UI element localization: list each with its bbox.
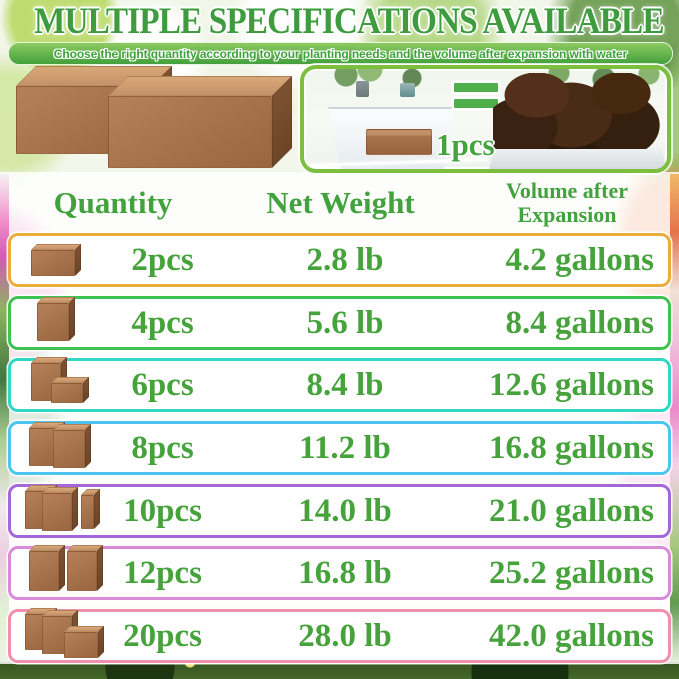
coco-brick-icon <box>51 383 83 403</box>
coco-brick-icon <box>53 430 85 468</box>
net-weight-value: 8.4 lb <box>306 366 384 403</box>
coco-brick-icon <box>108 76 292 96</box>
volume-value: 12.6 gallons <box>488 366 654 403</box>
net-weight-value: 11.2 lb <box>299 429 391 466</box>
quantity-value: 8pcs <box>131 429 194 466</box>
coco-brick-icon <box>31 250 75 276</box>
subtitle-text: Choose the right quantity according to y… <box>53 46 628 61</box>
header-volume-line2: Expansion <box>517 202 617 227</box>
coco-brick-icon <box>69 297 75 341</box>
brick-quantity-icon <box>23 297 105 347</box>
coco-brick-icon <box>83 377 89 403</box>
quantity-value: 4pcs <box>131 304 194 341</box>
coco-brick-icon <box>94 489 100 529</box>
net-weight-value: 28.0 lb <box>298 617 392 654</box>
soil-tray-edge <box>489 149 667 169</box>
table-header: Quantity Net Weight Volume after Expansi… <box>8 176 671 230</box>
header-net-weight: Net Weight <box>266 185 415 220</box>
volume-value: 8.4 gallons <box>505 304 654 341</box>
coco-brick-icon <box>29 551 59 591</box>
table-row: 4pcs 5.6 lb 8.4 gallons <box>8 296 671 350</box>
background-right-strip <box>670 174 679 662</box>
volume-value: 25.2 gallons <box>488 554 654 591</box>
table-row: 2pcs 2.8 lb 4.2 gallons <box>8 233 671 287</box>
volume-value: 42.0 gallons <box>488 617 654 654</box>
table-row: 8pcs 11.2 lb 16.8 gallons <box>8 421 671 475</box>
page-title: MULTIPLE SPECIFICATIONS AVAILABLE <box>33 1 665 42</box>
coco-brick-icon <box>42 493 72 531</box>
coco-brick-icon <box>108 96 272 168</box>
coco-brick-icon <box>75 244 81 276</box>
quantity-value: 10pcs <box>123 492 202 529</box>
net-weight-value: 5.6 lb <box>306 304 384 341</box>
coco-brick-icon <box>67 551 97 591</box>
table-row: 20pcs 28.0 lb 42.0 gallons <box>8 608 671 663</box>
volume-value: 4.2 gallons <box>505 241 654 278</box>
table-row: 12pcs 16.8 lb 25.2 gallons <box>8 545 671 600</box>
coco-brick-icon <box>72 487 78 531</box>
coco-brick-icon <box>64 632 98 658</box>
dry-coco-brick <box>366 129 432 155</box>
subtitle-banner: Choose the right quantity according to y… <box>8 42 673 65</box>
header-volume-line1: Volume after <box>506 177 628 203</box>
brick-quantity-icon <box>23 485 105 535</box>
quantity-value: 6pcs <box>131 366 194 403</box>
brick-quantity-icon <box>23 422 105 472</box>
equals-icon <box>454 83 498 115</box>
coco-brick-icon <box>97 545 103 591</box>
coco-brick-icon <box>81 495 94 529</box>
quantity-value: 20pcs <box>123 617 202 654</box>
brick-quantity-icon <box>23 608 105 660</box>
header-quantity: Quantity <box>53 185 173 220</box>
net-weight-value: 16.8 lb <box>298 554 392 591</box>
net-weight-value: 14.0 lb <box>298 492 392 529</box>
plant-pot-icon <box>400 83 415 97</box>
table-row: 6pcs 8.4 lb 12.6 gallons <box>8 357 671 412</box>
quantity-value: 2pcs <box>131 241 194 278</box>
background-left-strip <box>0 174 9 662</box>
brick-quantity-icon <box>23 357 105 409</box>
coco-brick-icon <box>98 626 104 658</box>
volume-value: 21.0 gallons <box>488 492 654 529</box>
table-row: 10pcs 14.0 lb 21.0 gallons <box>8 484 671 538</box>
coco-brick-icon <box>37 303 69 341</box>
coco-brick-icon <box>59 545 65 591</box>
brick-quantity-icon <box>23 545 105 597</box>
one-piece-label: 1pcs <box>436 127 495 162</box>
plant-pot-icon <box>356 81 369 97</box>
header-volume: Volume after Expansion <box>463 177 671 227</box>
volume-value: 16.8 gallons <box>488 429 654 466</box>
net-weight-value: 2.8 lb <box>306 241 384 278</box>
brick-quantity-icon <box>23 236 105 284</box>
quantity-value: 12pcs <box>123 554 202 591</box>
coco-brick-icon <box>85 424 91 468</box>
expansion-demo-panel: 1pcs <box>300 65 671 173</box>
coco-bricks-photo <box>8 66 298 172</box>
